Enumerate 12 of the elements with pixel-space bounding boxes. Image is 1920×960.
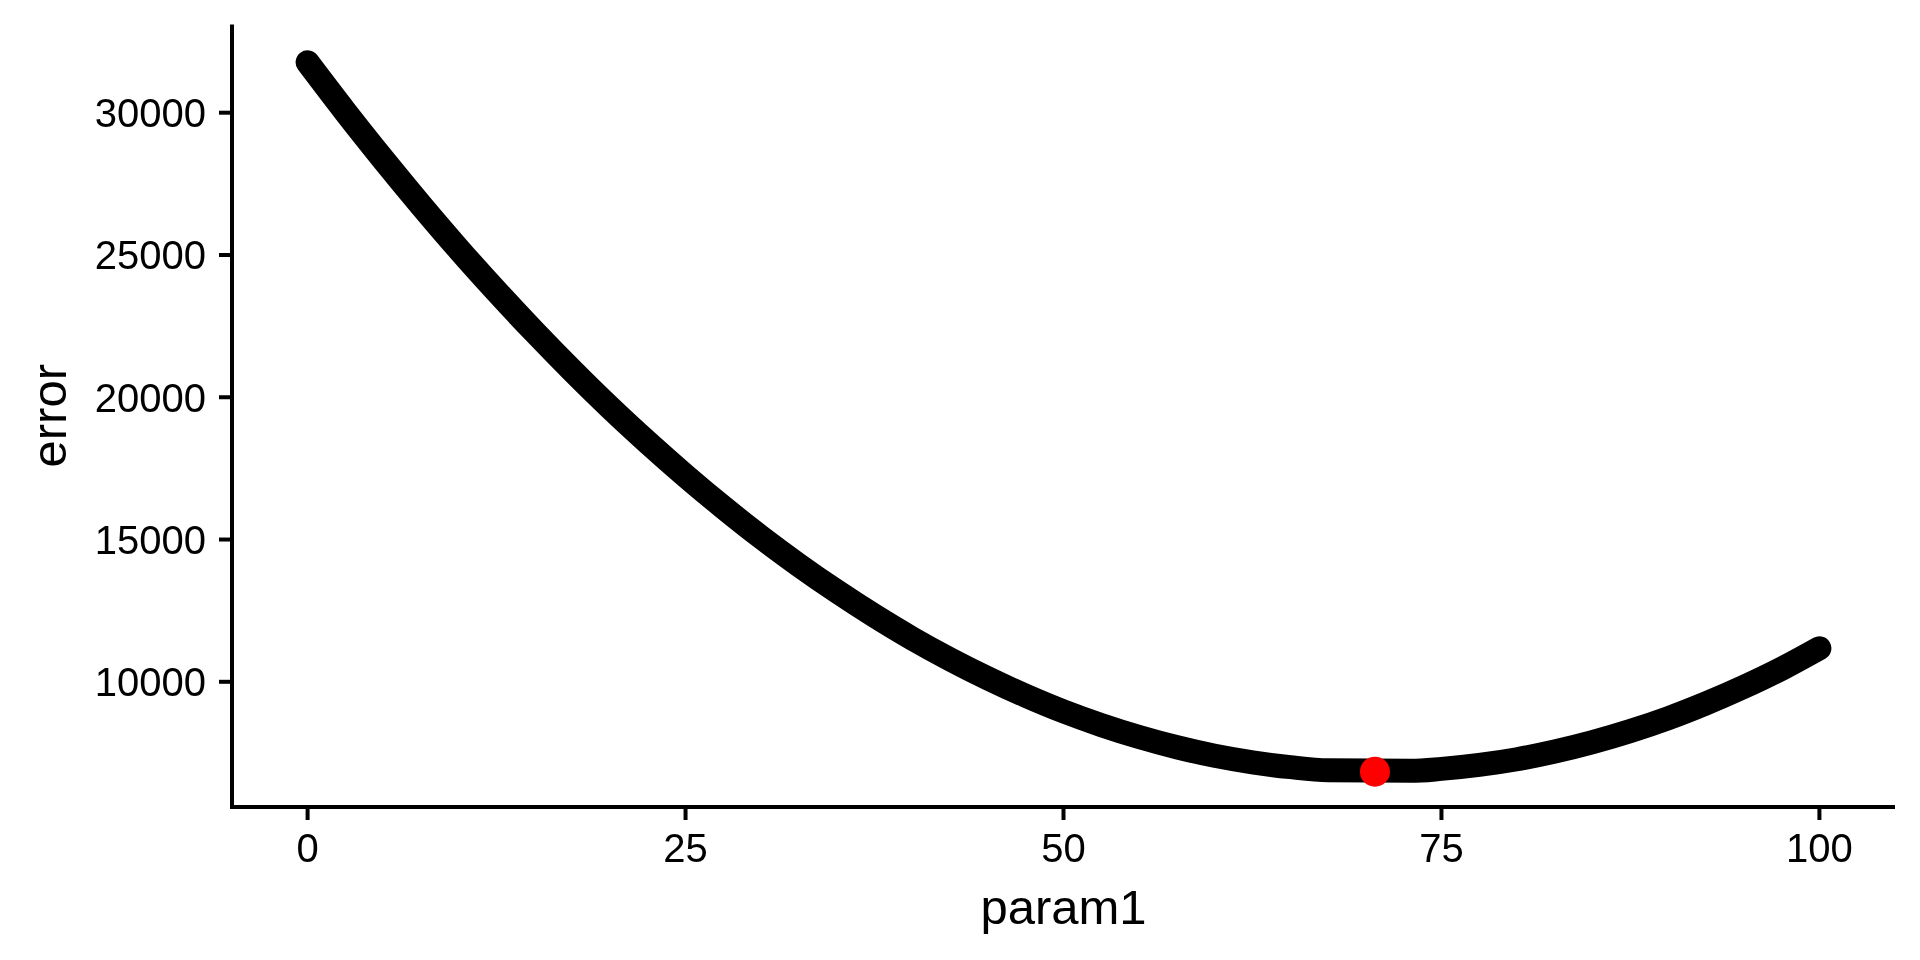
x-tick-label: 100 <box>1786 826 1853 870</box>
y-tick-label: 25000 <box>94 233 206 278</box>
y-axis-title: error <box>22 364 76 468</box>
y-tick-label: 15000 <box>94 517 206 562</box>
y-tick-label: 10000 <box>94 660 206 705</box>
x-tick-label: 75 <box>1419 826 1464 870</box>
y-tick-label: 30000 <box>94 91 206 136</box>
x-tick-label: 0 <box>296 826 319 870</box>
x-axis-title: param1 <box>980 880 1147 934</box>
y-tick-label: 20000 <box>94 375 206 420</box>
x-tick-label: 50 <box>1041 826 1086 870</box>
x-tick-label: 25 <box>663 826 708 870</box>
